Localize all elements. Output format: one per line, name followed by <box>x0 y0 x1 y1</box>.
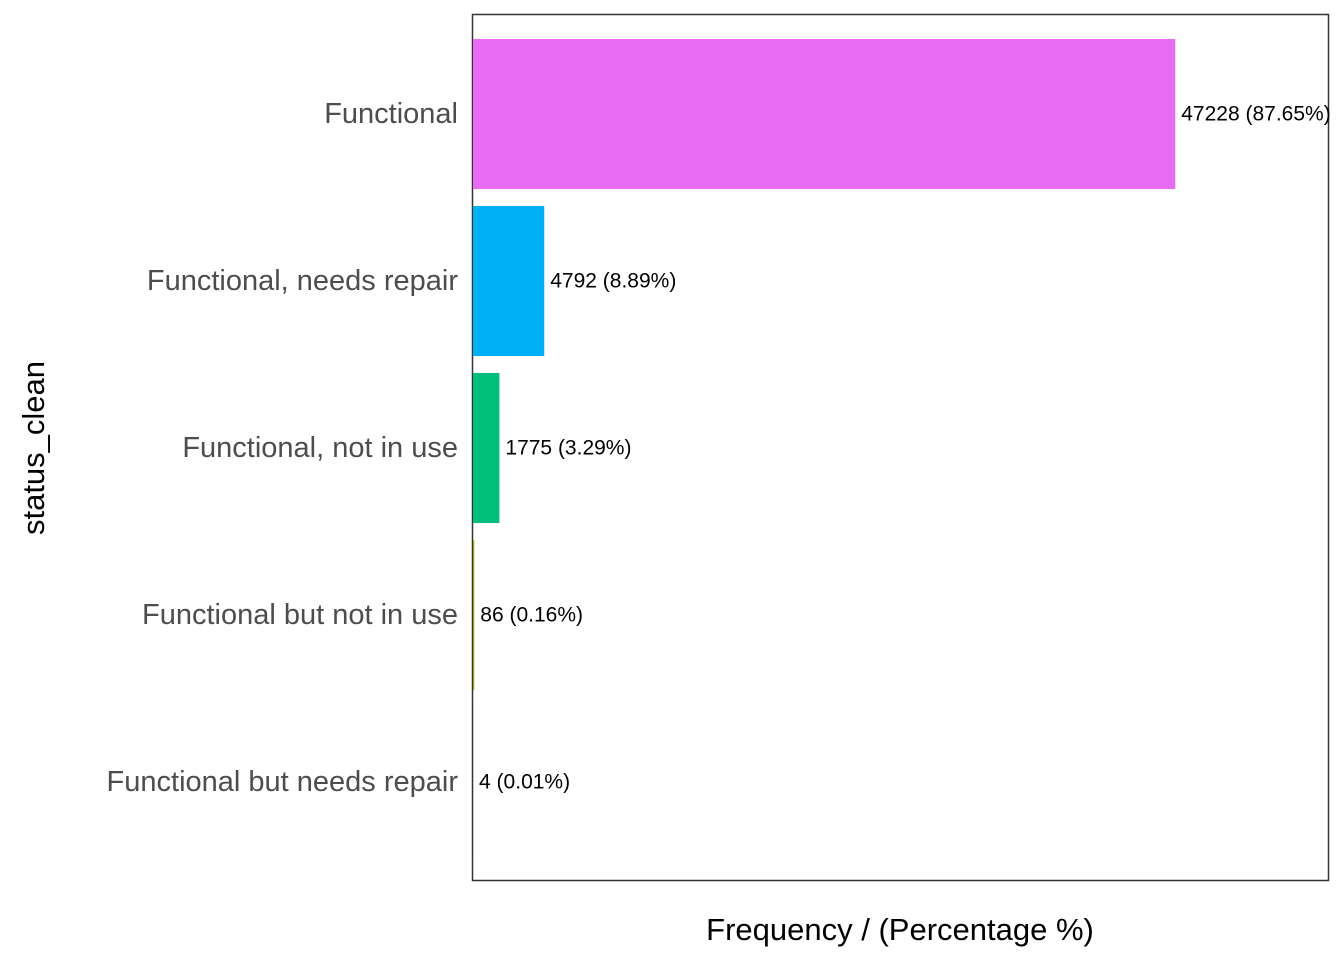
category-labels-layer: Functional Functional, needs repair Functi… <box>107 98 459 798</box>
data-label-0: 47228 (87.65%) <box>1181 103 1330 126</box>
category-label-4: Functional but needs repair <box>107 766 459 798</box>
bar-1 <box>473 206 545 356</box>
bar-2 <box>473 373 500 523</box>
x-axis-title: Frequency / (Percentage %) <box>706 912 1094 947</box>
bar-3 <box>473 540 475 690</box>
category-label-0: Functional <box>324 98 458 130</box>
bar-0 <box>473 39 1176 189</box>
data-label-3: 86 (0.16%) <box>480 604 583 627</box>
data-label-2: 1775 (3.29%) <box>505 437 631 460</box>
category-label-1: Functional, needs repair <box>147 265 458 297</box>
bars-layer <box>473 39 1176 857</box>
data-label-4: 4 (0.01%) <box>479 771 570 794</box>
y-axis-title: status_clean <box>16 361 51 535</box>
data-label-1: 4792 (8.89%) <box>550 270 676 293</box>
category-label-2: Functional, not in use <box>182 432 458 464</box>
category-label-3: Functional but not in use <box>142 599 458 631</box>
data-labels-layer: 47228 (87.65%) 4792 (8.89%) 1775 (3.29%) 86… <box>479 103 1331 794</box>
